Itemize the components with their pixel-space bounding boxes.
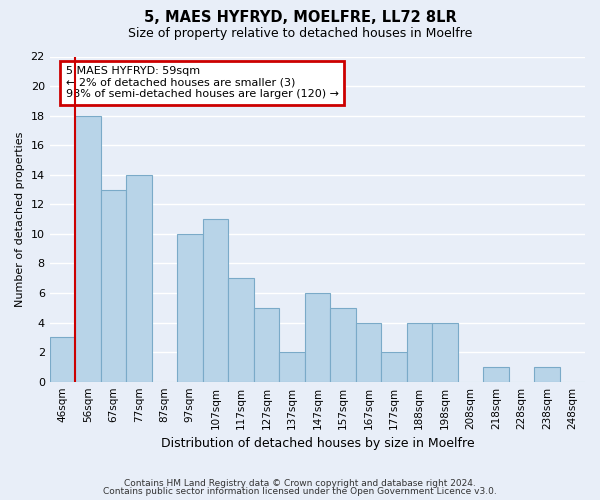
Text: Contains HM Land Registry data © Crown copyright and database right 2024.: Contains HM Land Registry data © Crown c… [124, 478, 476, 488]
Bar [305, 293, 330, 382]
Bar [381, 352, 407, 382]
Text: 5, MAES HYFRYD, MOELFRE, LL72 8LR: 5, MAES HYFRYD, MOELFRE, LL72 8LR [143, 10, 457, 25]
Bar [330, 308, 356, 382]
Bar [432, 322, 458, 382]
Text: Size of property relative to detached houses in Moelfre: Size of property relative to detached ho… [128, 28, 472, 40]
Y-axis label: Number of detached properties: Number of detached properties [15, 132, 25, 307]
Bar [356, 322, 381, 382]
Bar [177, 234, 203, 382]
Bar [228, 278, 254, 382]
Bar [126, 174, 152, 382]
X-axis label: Distribution of detached houses by size in Moelfre: Distribution of detached houses by size … [161, 437, 474, 450]
Bar [407, 322, 432, 382]
Bar [101, 190, 126, 382]
Text: 5 MAES HYFRYD: 59sqm
← 2% of detached houses are smaller (3)
98% of semi-detache: 5 MAES HYFRYD: 59sqm ← 2% of detached ho… [66, 66, 339, 100]
Bar [279, 352, 305, 382]
Bar [534, 367, 560, 382]
Bar [50, 338, 75, 382]
Bar [75, 116, 101, 382]
Bar [483, 367, 509, 382]
Bar [254, 308, 279, 382]
Bar [203, 219, 228, 382]
Text: Contains public sector information licensed under the Open Government Licence v3: Contains public sector information licen… [103, 487, 497, 496]
